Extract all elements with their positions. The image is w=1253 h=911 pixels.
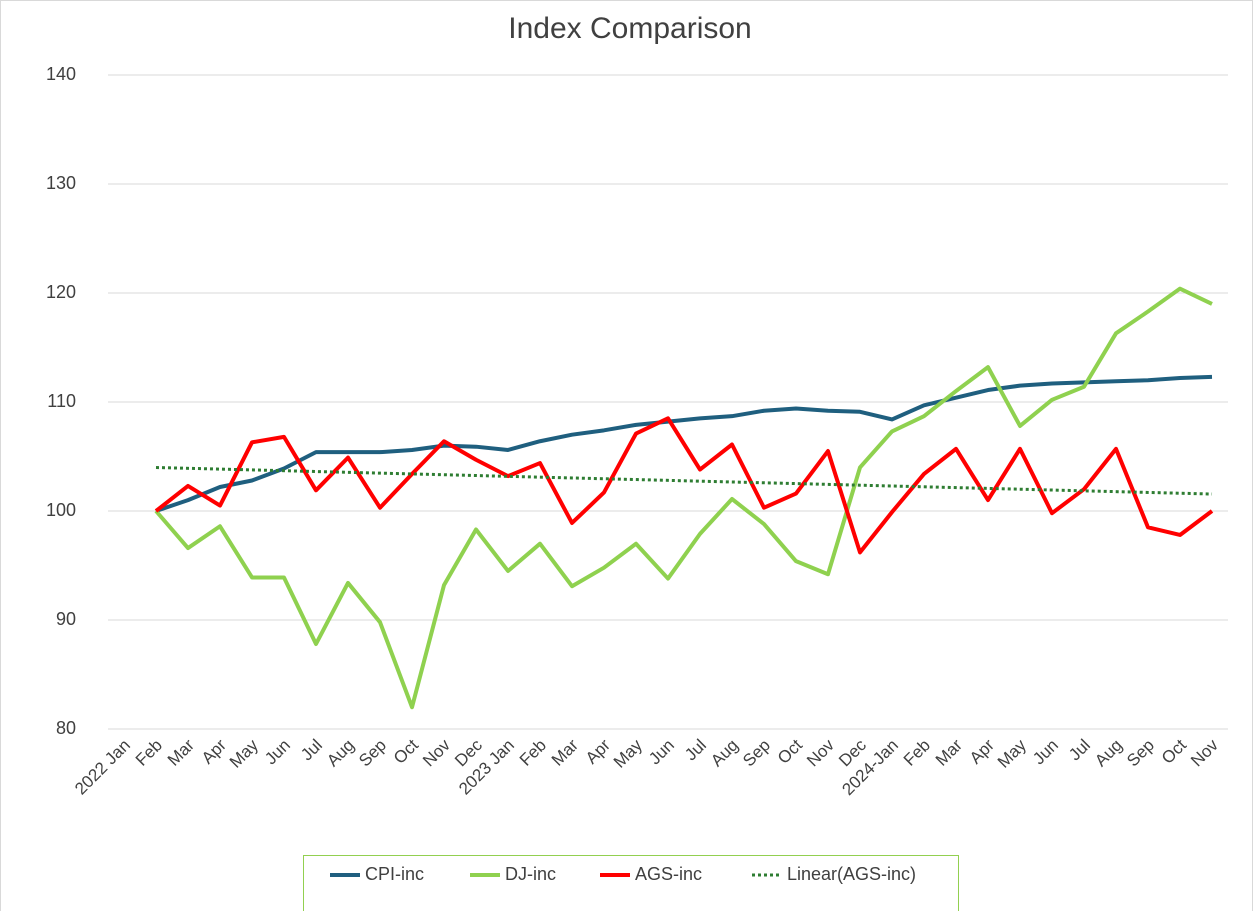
series-line: [154, 286, 1213, 710]
legend-box: [303, 855, 959, 911]
y-tick-label: 140: [46, 64, 76, 84]
y-tick-label: 120: [46, 282, 76, 302]
chart-title: Index Comparison: [508, 12, 751, 45]
legend-label: CPI-inc: [365, 864, 424, 884]
y-tick-label: 80: [56, 718, 76, 738]
series-line: [154, 416, 1214, 555]
y-tick-label: 130: [46, 173, 76, 193]
y-tick-label: 100: [46, 500, 76, 520]
legend-label: DJ-inc: [505, 864, 556, 884]
trend-line: [155, 465, 1213, 496]
legend-label: AGS-inc: [635, 864, 702, 884]
y-tick-label: 110: [47, 391, 76, 411]
legend-label: Linear(AGS-inc): [787, 864, 916, 884]
series-line: [155, 374, 1213, 513]
y-tick-label: 90: [56, 609, 76, 629]
